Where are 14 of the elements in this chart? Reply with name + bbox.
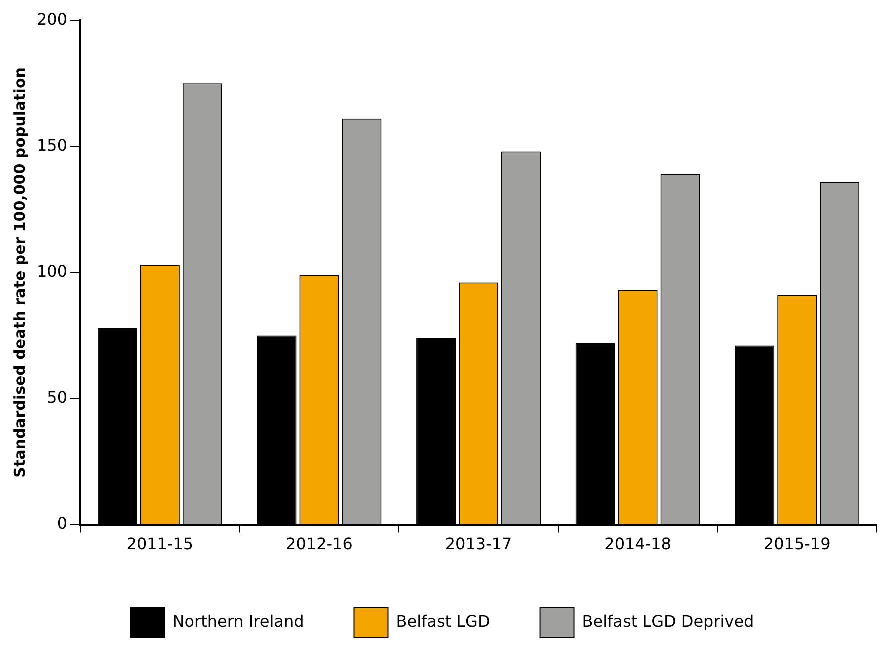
- y-tick-label: 0: [57, 514, 68, 533]
- x-tick-label: 2015-19: [764, 534, 831, 554]
- y-axis-title: Standardised death rate per 100,000 population: [10, 68, 29, 478]
- x-tick-label: 2012-16: [286, 534, 353, 554]
- y-tick-label: 100: [36, 262, 68, 281]
- y-tick-label: 150: [36, 136, 68, 155]
- x-tick-label: 2011-15: [126, 534, 194, 554]
- y-tick-label: 200: [36, 10, 68, 29]
- x-tick-label: 2014-18: [604, 534, 672, 554]
- x-tick-label: 2013-17: [445, 534, 512, 554]
- y-tick-label: 50: [47, 388, 68, 407]
- legend-label: Northern Ireland: [172, 612, 304, 632]
- legend-label: Belfast LGD: [396, 612, 490, 632]
- legend-label: Belfast LGD Deprived: [582, 612, 754, 632]
